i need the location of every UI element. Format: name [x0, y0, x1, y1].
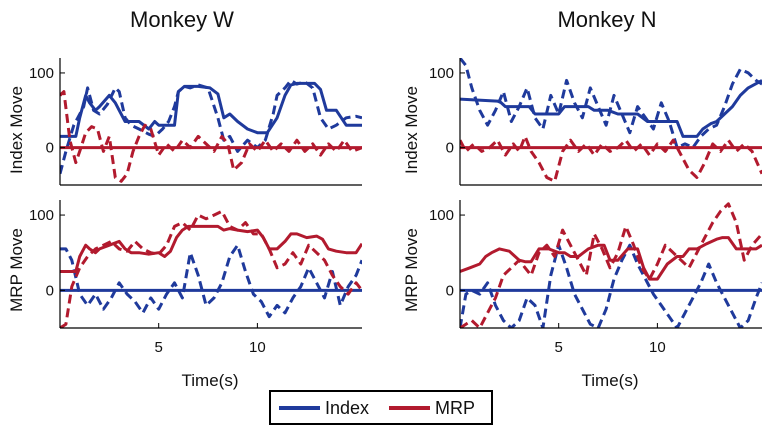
y-tick-label: 0 — [46, 282, 54, 299]
y-tick-label: 0 — [46, 140, 54, 157]
series-mrp-actual-line — [460, 202, 762, 328]
plot-area-0 — [60, 78, 362, 183]
legend-index-label: Index — [325, 398, 369, 418]
y-tick-label: 100 — [429, 207, 454, 224]
ylabel-right-bottom: MRP Move — [402, 228, 421, 312]
panel-3: 0 100 5 10 — [429, 200, 762, 356]
series-index-target-line — [60, 81, 362, 138]
panel-title-monkey-w: Monkey W — [130, 7, 234, 32]
series-index-actual-line — [460, 243, 762, 328]
y-tick-label: 0 — [446, 282, 454, 299]
panel-1: 0 100 — [429, 58, 762, 186]
series-index-actual-line — [60, 78, 362, 175]
ylabel-left-top: Index Move — [7, 86, 26, 174]
plot-area-2 — [60, 209, 362, 328]
legend: Index MRP — [269, 390, 493, 425]
y-tick-label: 0 — [446, 140, 454, 157]
panel-2: 0 100 5 10 — [29, 200, 362, 356]
panel-0: 0 100 — [29, 58, 362, 186]
x-tick-label: 5 — [155, 339, 163, 356]
plot-area-3 — [460, 202, 762, 328]
y-tick-label: 100 — [429, 65, 454, 82]
series-mrp-actual-line — [460, 134, 762, 183]
series-index-actual-line — [460, 58, 762, 150]
x-tick-label: 10 — [649, 339, 666, 356]
legend-mrp-label: MRP — [435, 398, 475, 418]
series-mrp-target-line — [60, 224, 362, 273]
x-tick-label: 5 — [555, 339, 563, 356]
panel-title-monkey-n: Monkey N — [557, 7, 656, 32]
plot-area-1 — [460, 58, 762, 183]
series-mrp-target-line — [460, 236, 762, 281]
x-tick-label: 10 — [249, 339, 266, 356]
y-tick-label: 100 — [29, 207, 54, 224]
series-mrp-actual-line — [60, 209, 362, 328]
xlabel-left: Time(s) — [182, 371, 239, 390]
series-index-actual-line — [60, 243, 362, 319]
y-tick-label: 100 — [29, 65, 54, 82]
ylabel-right-top: Index Move — [402, 86, 421, 174]
series-mrp-actual-line — [60, 90, 362, 183]
ylabel-left-bottom: MRP Move — [7, 228, 26, 312]
xlabel-right: Time(s) — [582, 371, 639, 390]
